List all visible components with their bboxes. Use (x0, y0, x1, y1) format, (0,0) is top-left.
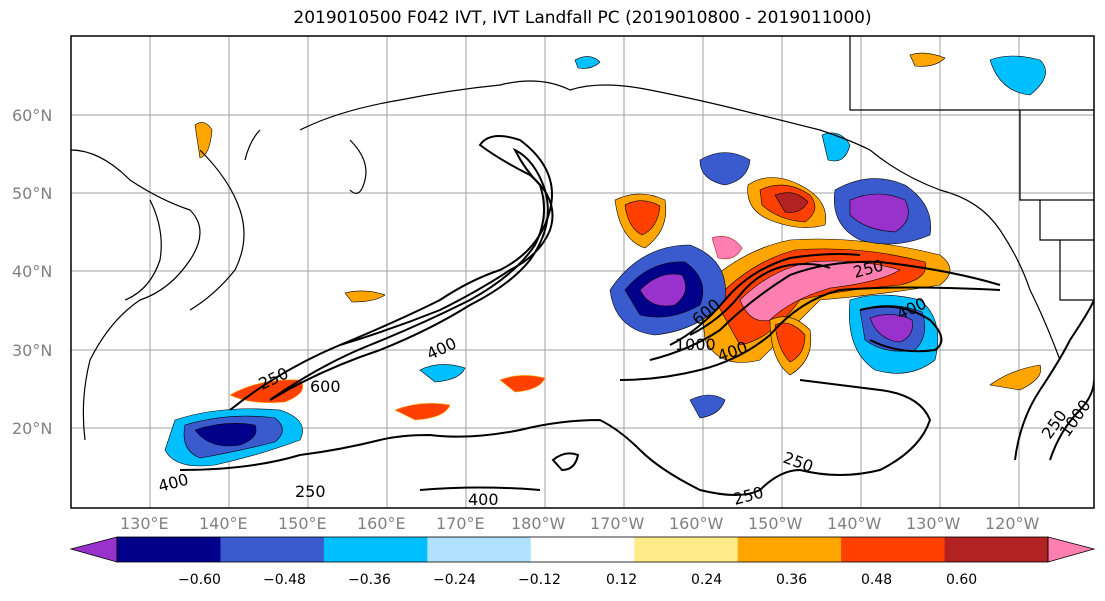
lon-label: 120°W (985, 514, 1040, 533)
lon-label: 180°W (511, 514, 566, 533)
lat-label-20n: 20°N (12, 419, 53, 438)
contour-label: 250 (731, 483, 765, 509)
contour-labels: 250 600 400 1000 400 250 400 250 250 400… (156, 256, 1095, 509)
map-title: 2019010500 F042 IVT, IVT Landfall PC (20… (293, 8, 872, 28)
contour-label: 400 (424, 333, 460, 363)
lon-label: 160°E (357, 514, 406, 533)
lat-label-50n: 50°N (12, 184, 53, 203)
colorbar-tick: 0.36 (776, 572, 808, 588)
colorbar-cell (634, 537, 739, 562)
colorbar-extend-left (69, 536, 118, 563)
lon-label: 150°E (278, 514, 327, 533)
ivt-contours (179, 135, 1094, 496)
contour-label: 400 (156, 470, 190, 496)
lon-label: 160°W (669, 514, 724, 533)
coastlines (71, 36, 1094, 441)
colorbar-tick: 0.60 (946, 572, 978, 588)
lon-label: 130°E (120, 514, 169, 533)
lat-label-60n: 60°N (12, 106, 53, 125)
colorbar-tick: −0.12 (518, 572, 561, 588)
colorbar-tick: −0.60 (178, 572, 221, 588)
map-frame (70, 35, 1095, 509)
colorbar-tick: 0.24 (691, 572, 723, 588)
colorbar-tick: −0.36 (348, 572, 391, 588)
colorbar-tick: −0.48 (263, 572, 306, 588)
colorbar-cell (117, 537, 221, 562)
colorbar-cell (530, 537, 635, 562)
lat-label-30n: 30°N (12, 341, 53, 360)
contour-label: 250 (295, 482, 326, 501)
colorbar-cell (944, 537, 1049, 562)
colorbar-cell (427, 537, 532, 562)
lon-label: 170°E (436, 514, 485, 533)
contour-label: 1000 (675, 335, 716, 354)
colorbar-extend-right (1047, 536, 1096, 563)
colorbar-cell (841, 537, 946, 562)
contour-label: 600 (310, 377, 341, 396)
ivt-map: 250 600 400 1000 400 250 400 250 250 400… (70, 35, 1095, 509)
lon-label: 140°E (199, 514, 248, 533)
colorbar (69, 536, 1096, 563)
colorbar-tick: −0.24 (433, 572, 476, 588)
contour-label: 400 (468, 490, 499, 509)
lat-label-40n: 40°N (12, 262, 53, 281)
colorbar-tick: 0.48 (861, 572, 893, 588)
lon-label: 150°W (748, 514, 803, 533)
colorbar-cell (737, 537, 842, 562)
lon-label: 130°W (906, 514, 961, 533)
colorbar-tick: 0.12 (606, 572, 638, 588)
lon-label: 140°W (827, 514, 882, 533)
lon-label: 170°W (590, 514, 645, 533)
colorbar-cell (220, 537, 325, 562)
colorbar-cell (323, 537, 428, 562)
